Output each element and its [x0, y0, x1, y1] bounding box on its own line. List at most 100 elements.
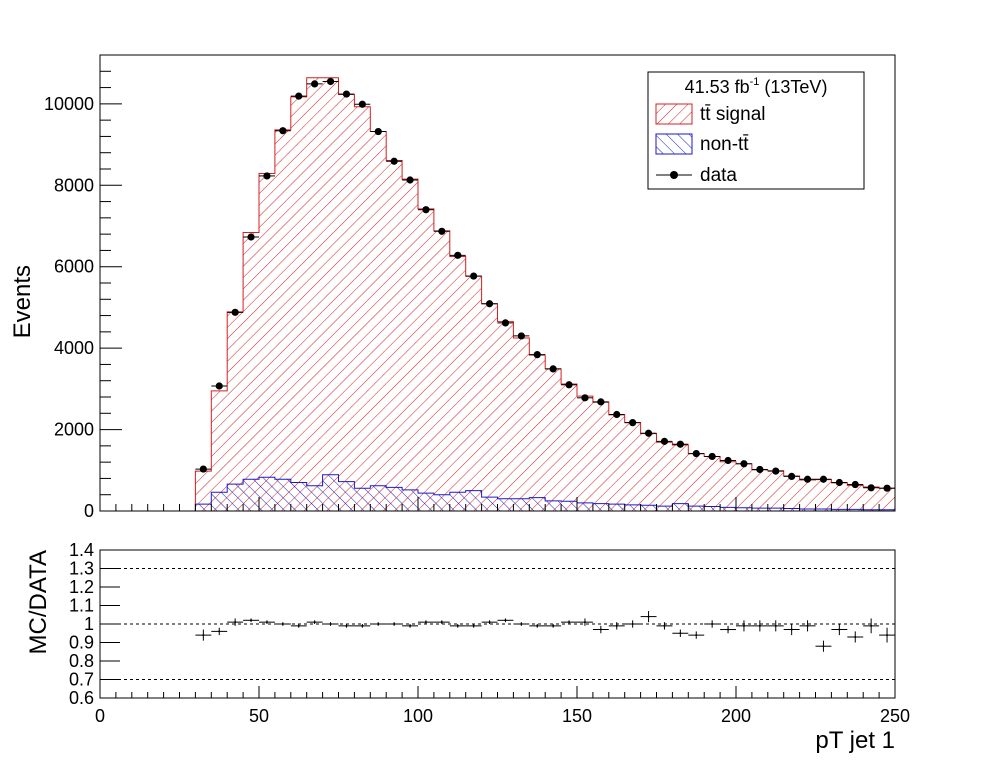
- main-y-tick-label: 6000: [54, 257, 94, 277]
- data-point: [470, 272, 478, 280]
- ratio-point: [695, 634, 698, 637]
- data-point: [565, 381, 573, 389]
- signal-bar: [290, 96, 307, 511]
- ratio-point: [329, 623, 332, 625]
- ratio-point: [742, 624, 745, 627]
- background-bar: [274, 479, 291, 511]
- data-point: [517, 332, 525, 340]
- ratio-point: [822, 645, 825, 648]
- signal-bar: [783, 475, 800, 511]
- background-bar: [418, 493, 434, 511]
- ratio-point: [870, 624, 873, 627]
- background-bar: [290, 482, 307, 511]
- background-bar: [799, 508, 816, 511]
- data-point: [263, 172, 271, 180]
- signal-bar: [402, 179, 418, 511]
- ratio-point: [424, 621, 427, 624]
- ratio-x-tick-label: 250: [880, 706, 910, 726]
- signal-bar: [274, 129, 291, 511]
- background-bar: [672, 503, 689, 511]
- background-bar: [513, 498, 530, 511]
- background-bar: [545, 500, 562, 511]
- ratio-point: [345, 624, 348, 627]
- background-bar: [195, 504, 212, 511]
- background-bar: [847, 509, 864, 511]
- legend: 41.53 fb-1 (13TeV) tt̄ signal non-tt̄ da…: [647, 71, 865, 190]
- legend-data-label: data: [700, 165, 737, 186]
- signal-bar: [799, 480, 816, 511]
- data-point: [485, 300, 494, 308]
- signal-bar: [211, 390, 228, 511]
- data-point: [660, 437, 669, 445]
- ratio-point: [631, 623, 634, 625]
- ratio-y-tick-label: 1.2: [69, 577, 94, 597]
- background-bar: [386, 487, 403, 511]
- signal-bar: [847, 485, 864, 511]
- data-point: [406, 176, 414, 184]
- data-point: [199, 465, 207, 473]
- signal-bar: [195, 471, 212, 511]
- background-bar: [736, 507, 752, 511]
- background-bar: [449, 492, 466, 511]
- background-bar: [497, 498, 514, 511]
- legend-background-label: non-tt̄: [700, 134, 749, 155]
- background-bar: [306, 485, 323, 511]
- data-point: [851, 480, 859, 489]
- background-bar: [402, 489, 418, 511]
- legend-signal-label: tt̄ signal: [700, 104, 765, 125]
- signal-bar: [481, 303, 498, 511]
- legend-box: [647, 71, 865, 190]
- ratio-point: [488, 621, 491, 624]
- signal-bar: [338, 94, 355, 511]
- ratio-point: [456, 624, 459, 627]
- ratio-y-tick-label: 0.7: [69, 670, 94, 690]
- data-point: [867, 484, 875, 492]
- ratio-point: [520, 623, 523, 625]
- ratio-x-tick-label: 50: [249, 706, 269, 726]
- ratio-x-tick-label: 0: [95, 706, 105, 726]
- data-point: [231, 308, 239, 316]
- data-point: [438, 227, 446, 235]
- signal-bar: [704, 456, 721, 511]
- background-bar: [433, 494, 450, 511]
- signal-bar: [640, 433, 657, 511]
- data-point: [788, 472, 796, 480]
- data-point: [629, 419, 637, 427]
- ratio-point: [568, 621, 571, 624]
- ratio-point: [297, 624, 300, 627]
- ratio-point: [727, 628, 730, 631]
- signal-bar: [751, 469, 768, 511]
- data-point: [803, 475, 812, 483]
- ratio-point: [265, 621, 268, 624]
- signal-bar: [815, 479, 832, 511]
- background-bar: [783, 508, 800, 511]
- background-bar: [561, 501, 577, 511]
- signal-bar: [386, 160, 403, 511]
- ratio-point: [536, 624, 539, 627]
- signal-bar: [465, 276, 482, 511]
- ratio-x-tick-label: 100: [403, 706, 433, 726]
- background-bar: [529, 497, 546, 511]
- background-bar: [831, 509, 848, 511]
- signal-bar: [831, 482, 848, 511]
- background-bar: [592, 503, 609, 511]
- ratio-point: [281, 623, 284, 625]
- background-bar: [656, 506, 673, 511]
- signal-bar: [370, 131, 387, 511]
- ratio-point: [440, 621, 443, 624]
- ratio-axes: 0.60.70.80.911.11.21.31.4 0 50 100 150 200 250: [69, 540, 910, 726]
- data-point: [533, 351, 541, 359]
- signal-bar: [561, 383, 577, 511]
- ratio-point: [552, 624, 555, 627]
- ratio-y-tick-label: 1.1: [69, 596, 94, 616]
- background-bar: [465, 490, 482, 511]
- data-point: [644, 429, 653, 437]
- ratio-point: [504, 619, 507, 622]
- background-bar: [577, 502, 593, 511]
- data-point: [549, 365, 557, 373]
- background-bar: [863, 509, 880, 511]
- ratio-point: [393, 623, 396, 625]
- background-bar: [370, 485, 387, 511]
- signal-bar: [624, 422, 641, 511]
